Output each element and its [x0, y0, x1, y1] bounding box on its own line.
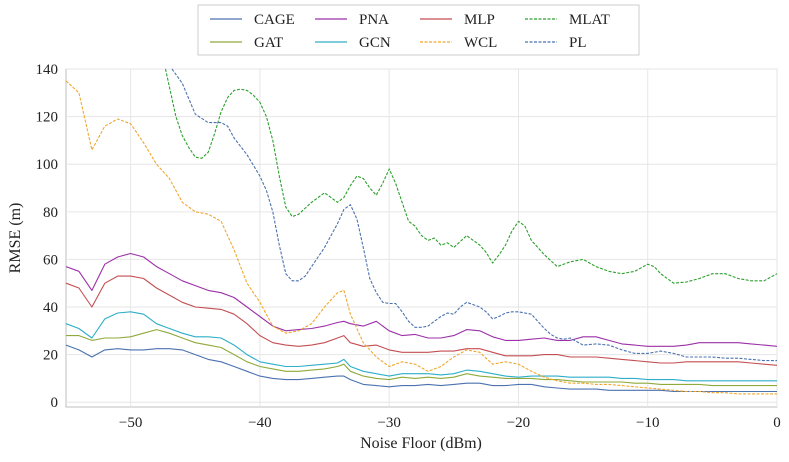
legend-label-pna: PNA — [359, 12, 389, 28]
x-tick-label: −40 — [248, 415, 271, 431]
legend-label-gcn: GCN — [359, 35, 391, 51]
legend: CAGE GAT PNA GCN MLP WCL MLAT PL — [210, 12, 610, 51]
x-tick-label: −50 — [119, 415, 142, 431]
series-gcn-line — [65, 311, 777, 382]
x-tick-label: −30 — [377, 415, 400, 431]
y-tick-label: 0 — [51, 395, 59, 411]
grid — [66, 68, 778, 407]
plot-area — [65, 68, 778, 408]
series-mlp-line — [65, 275, 778, 366]
series-gat-line — [66, 329, 777, 387]
y-axis: 0 20 40 60 80 100 120 140 — [36, 62, 59, 411]
y-tick-label: 20 — [43, 348, 58, 364]
x-tick-label: −20 — [507, 415, 530, 431]
y-tick-label: 140 — [36, 62, 59, 78]
y-tick-label: 40 — [43, 300, 58, 316]
y-tick-label: 80 — [43, 205, 58, 221]
legend-label-mlat: MLAT — [569, 12, 610, 28]
series-group — [65, 68, 778, 395]
series-wcl-line — [65, 80, 777, 395]
x-axis: −50 −40 −30 −20 −10 0 — [119, 415, 781, 431]
y-tick-label: 100 — [36, 157, 59, 173]
x-axis-title: Noise Floor (dBm) — [360, 435, 482, 452]
y-axis-title: RMSE (m) — [7, 203, 24, 274]
legend-label-gat: GAT — [254, 35, 283, 51]
legend-label-mlp: MLP — [464, 12, 495, 28]
series-pl-line — [171, 68, 777, 362]
series-pna-line — [65, 252, 778, 347]
legend-label-pl: PL — [569, 35, 587, 51]
y-tick-label: 120 — [36, 110, 59, 126]
y-tick-label: 60 — [43, 252, 58, 268]
legend-label-cage: CAGE — [254, 12, 295, 28]
x-tick-label: −10 — [636, 415, 659, 431]
series-cage-line — [65, 344, 777, 393]
legend-box — [197, 4, 640, 56]
legend-label-wcl: WCL — [464, 35, 497, 51]
series-mlat-line — [164, 68, 778, 284]
x-tick-label: 0 — [773, 415, 781, 431]
